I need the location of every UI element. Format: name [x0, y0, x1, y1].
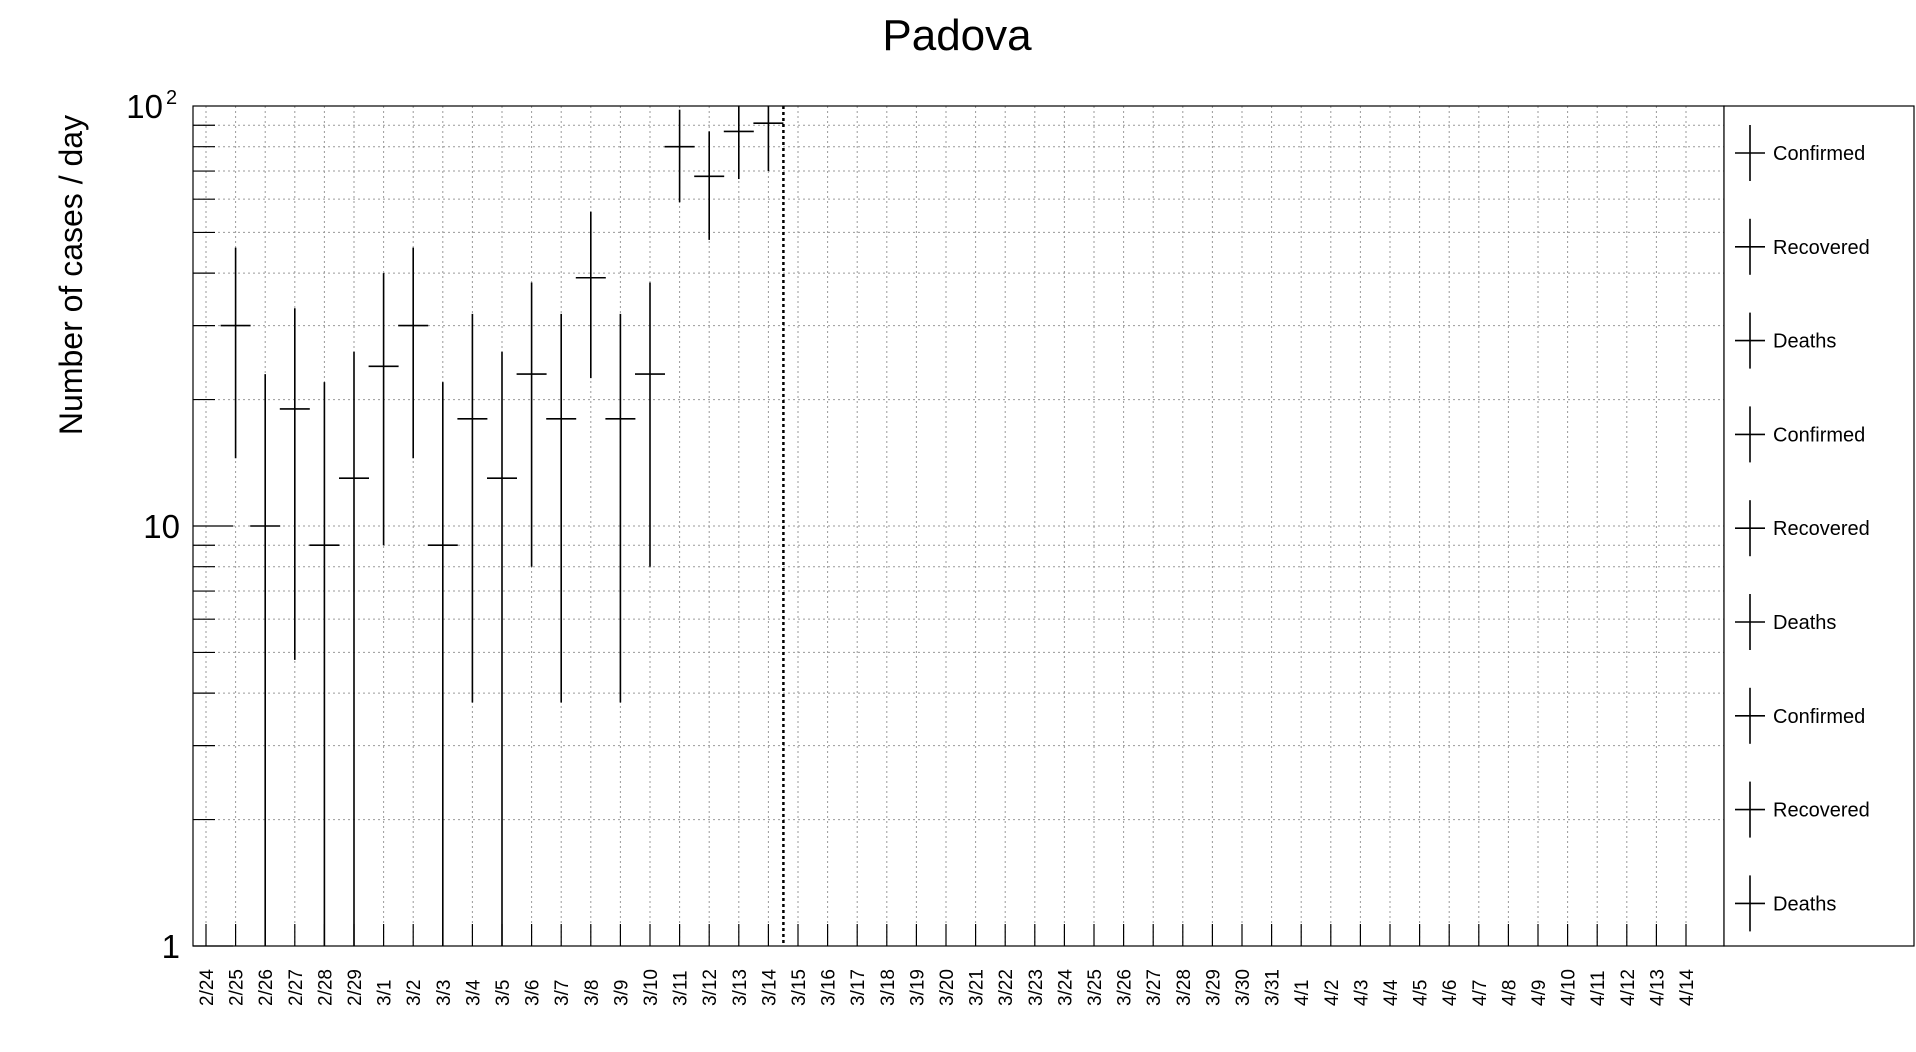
legend: Confirmed Recovered Deaths Confirmed Recover…	[1723, 105, 1915, 947]
x-tick-label: 4/9	[1529, 980, 1550, 1006]
x-tick-label: 3/20	[937, 969, 958, 1006]
x-tick-label: 2/27	[286, 969, 307, 1006]
x-tick-label: 2/28	[315, 969, 336, 1006]
x-tick-label: 4/14	[1677, 969, 1698, 1006]
data-points	[220, 106, 784, 946]
x-tick-label: 3/7	[552, 980, 573, 1006]
x-tick-label: 3/10	[641, 969, 662, 1006]
x-tick-label: 2/29	[345, 969, 366, 1006]
legend-label: Recovered	[1773, 800, 1870, 822]
x-tick-label: 4/5	[1411, 980, 1432, 1006]
legend-label: Deaths	[1773, 331, 1836, 353]
x-tick-label: 3/30	[1233, 969, 1254, 1006]
x-tick-label: 3/8	[582, 980, 603, 1006]
legend-label: Confirmed	[1773, 143, 1865, 165]
chart-title: Padova	[882, 11, 1032, 60]
y-axis-label: Number of cases / day	[53, 115, 89, 435]
x-tick-label: 4/11	[1588, 970, 1609, 1006]
x-tick-label: 3/5	[493, 980, 514, 1006]
x-tick-label: 4/3	[1351, 980, 1372, 1006]
x-tick-label: 3/25	[1085, 969, 1106, 1006]
x-tick-label: 3/24	[1055, 969, 1076, 1006]
x-tick-label: 3/28	[1174, 969, 1195, 1006]
legend-label: Deaths	[1773, 612, 1836, 634]
x-tick-label: 3/17	[848, 969, 869, 1006]
x-tick-label: 3/18	[878, 969, 899, 1006]
x-tick-label: 4/13	[1647, 969, 1668, 1006]
x-tick-label: 3/1	[375, 980, 396, 1006]
x-tick-label: 4/1	[1292, 980, 1313, 1006]
x-tick-label: 3/2	[404, 980, 425, 1006]
y-tick-label-superscript: 2	[166, 87, 177, 109]
axes	[193, 124, 1687, 947]
x-tick-label: 4/2	[1322, 980, 1343, 1006]
x-tick-label: 3/4	[463, 979, 484, 1006]
x-tick-label: 2/25	[227, 969, 248, 1006]
x-tick-label: 3/29	[1203, 969, 1224, 1006]
x-tick-label: 2/24	[197, 969, 218, 1006]
x-tick-label: 3/23	[1026, 969, 1047, 1006]
x-tick-label: 3/19	[907, 969, 928, 1006]
x-tick-label: 3/22	[996, 969, 1017, 1006]
grid	[193, 105, 1724, 946]
legend-label: Confirmed	[1773, 706, 1865, 728]
legend-label: Recovered	[1773, 237, 1870, 259]
x-tick-label: 3/14	[759, 969, 780, 1006]
x-tick-label: 2/26	[256, 969, 277, 1006]
x-tick-label: 4/8	[1499, 980, 1520, 1006]
x-tick-label: 3/12	[700, 969, 721, 1006]
x-tick-label: 3/15	[789, 969, 810, 1006]
legend-label: Confirmed	[1773, 424, 1865, 446]
y-tick-label: 10	[143, 508, 180, 545]
legend-label: Deaths	[1773, 893, 1836, 915]
x-tick-label: 3/6	[523, 980, 544, 1006]
x-tick-label: 3/21	[967, 969, 988, 1006]
x-tick-label: 3/16	[819, 969, 840, 1006]
x-tick-label: 3/3	[434, 980, 455, 1006]
x-tick-label: 4/12	[1618, 969, 1639, 1006]
x-tick-label: 4/4	[1381, 979, 1402, 1006]
x-tick-labels: 2/24 2/25 2/26 2/27 2/28 2/29 3/1 3/2 3/3 3/4 3/5 3…	[197, 969, 1698, 1006]
x-tick-label: 3/31	[1263, 969, 1284, 1006]
x-tick-label: 3/9	[611, 980, 632, 1006]
x-tick-label: 3/26	[1115, 969, 1136, 1006]
y-tick-label: 10	[126, 88, 163, 125]
x-tick-label: 4/7	[1470, 980, 1491, 1006]
legend-label: Recovered	[1773, 518, 1870, 540]
x-tick-label: 3/27	[1144, 969, 1165, 1006]
x-tick-label: 3/13	[730, 969, 751, 1006]
x-tick-label: 4/6	[1440, 980, 1461, 1006]
x-tick-label: 3/11	[671, 970, 692, 1006]
x-tick-label: 4/10	[1559, 969, 1580, 1006]
y-tick-label: 1	[162, 928, 180, 965]
